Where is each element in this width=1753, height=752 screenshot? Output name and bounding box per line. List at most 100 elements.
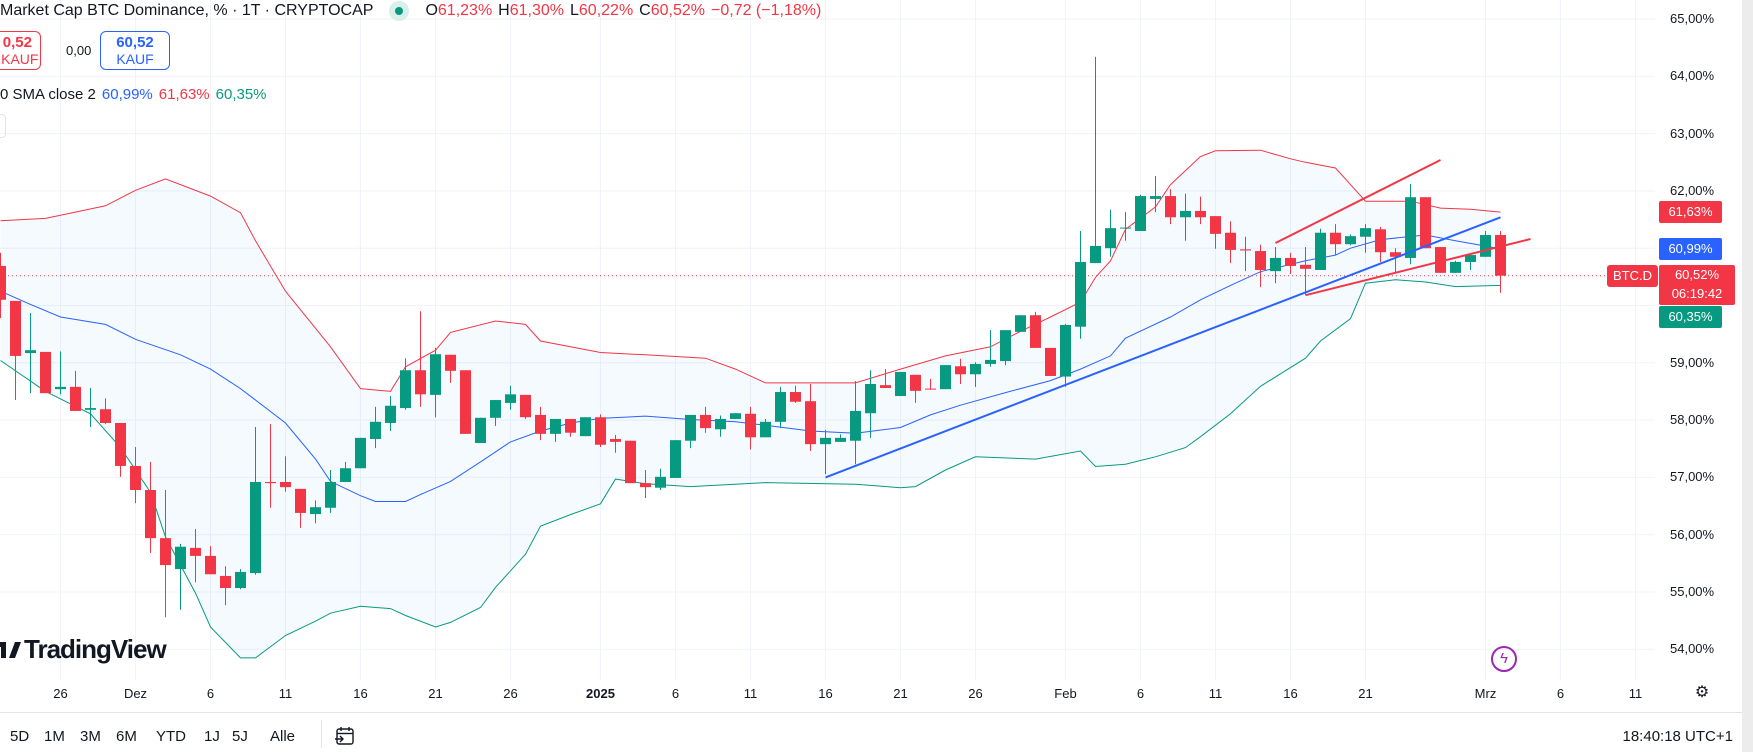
scrollbar[interactable] <box>1742 0 1753 752</box>
candle <box>580 417 591 437</box>
candle-body <box>715 418 726 430</box>
candle-body <box>1045 347 1056 376</box>
price-chart[interactable] <box>0 0 1742 712</box>
candle <box>445 354 456 383</box>
sell-button[interactable]: 0,52 RKAUF <box>0 31 41 70</box>
candle <box>805 384 816 452</box>
bollinger-basis-line <box>0 234 1501 502</box>
candle-body <box>190 547 201 556</box>
candle <box>1345 234 1356 246</box>
candle-body <box>955 366 966 375</box>
range-button-1j[interactable]: 1J <box>204 728 220 745</box>
candle-body <box>760 421 771 438</box>
candle <box>1000 330 1011 366</box>
clock-timezone[interactable]: 18:40:18 UTC+1 <box>1622 728 1734 745</box>
time-axis-label: 6 <box>671 686 680 701</box>
tradingview-logo[interactable]: TradingView <box>0 634 167 665</box>
candle-body <box>625 440 636 484</box>
candle-body <box>910 374 921 391</box>
time-axis-label: 11 <box>1208 686 1223 701</box>
time-axis-label: 11 <box>743 686 758 701</box>
indicator-legend[interactable]: 0 SMA close 2 60,99% 61,63% 60,35% <box>0 84 273 104</box>
candle <box>685 414 696 449</box>
candle-body <box>1450 261 1461 273</box>
candle-body <box>130 465 141 491</box>
legend-title-row: Market Cap BTC Dominance, % · 1T · CRYPT… <box>0 0 821 21</box>
bottom-divider <box>0 712 1742 713</box>
range-button-ytd[interactable]: YTD <box>156 728 186 745</box>
candle-body <box>265 481 276 484</box>
spread-value: 0,00 <box>66 43 92 58</box>
candle-body <box>1405 197 1416 258</box>
gear-icon[interactable]: ⚙ <box>1694 684 1710 701</box>
range-button-alle[interactable]: Alle <box>270 728 296 745</box>
candle <box>1195 196 1206 225</box>
candle-body <box>670 440 681 478</box>
candle <box>1465 253 1476 270</box>
legend-collapse-button[interactable] <box>0 114 6 138</box>
candle <box>910 374 921 403</box>
candle-body <box>1195 210 1206 218</box>
candle <box>1255 244 1266 288</box>
candle <box>1165 189 1176 225</box>
candle-body <box>970 363 981 375</box>
time-axis-label: 16 <box>818 686 833 701</box>
bar-countdown: 06:19:42 <box>1671 285 1723 301</box>
price-axis-label: 58,00% <box>1670 412 1715 428</box>
candle-body <box>1000 330 1011 362</box>
candle-body <box>1060 324 1071 377</box>
candle <box>565 418 576 437</box>
range-button-3m[interactable]: 3M <box>80 728 101 745</box>
candle <box>715 415 726 437</box>
indicator-upper-value: 61,63% <box>158 85 210 103</box>
range-button-1m[interactable]: 1M <box>44 728 65 745</box>
candle <box>280 456 291 492</box>
candle <box>790 385 801 403</box>
candle-body <box>865 384 876 414</box>
ohlc-key: L <box>570 1 579 19</box>
range-divider <box>321 720 322 748</box>
price-axis-label: 57,00% <box>1670 469 1715 485</box>
candle <box>1075 231 1086 339</box>
candle-body <box>325 481 336 508</box>
candle <box>10 300 21 401</box>
candle <box>1315 228 1326 270</box>
candle <box>700 406 711 433</box>
candle-body <box>565 418 576 433</box>
time-axis-label: 6 <box>1556 686 1565 701</box>
candle-body <box>55 386 66 390</box>
candle <box>880 369 891 389</box>
candle <box>460 370 471 434</box>
candle-body <box>250 481 261 574</box>
candle-body <box>1210 216 1221 234</box>
range-button-6m[interactable]: 6M <box>116 728 137 745</box>
buy-button[interactable]: 60,52 KAUF <box>100 31 170 70</box>
candle <box>25 312 36 394</box>
range-button-5d[interactable]: 5D <box>10 728 30 745</box>
candle-body <box>1120 227 1131 229</box>
indicator-basis-value: 60,99% <box>101 85 153 103</box>
candle-body <box>295 488 306 513</box>
candle-body <box>430 354 441 395</box>
plot-area <box>0 0 1655 680</box>
candle-body <box>25 350 36 354</box>
symbol-title[interactable]: Market Cap BTC Dominance, % · 1T · CRYPT… <box>0 1 374 19</box>
time-axis-label: 26 <box>53 686 68 701</box>
ohlc-value: 61,30% <box>509 1 564 19</box>
candle-body <box>1435 247 1446 273</box>
candle-body <box>1300 264 1311 269</box>
candle <box>115 422 126 477</box>
channel-lower-drawing <box>1305 238 1531 297</box>
ohlc-value: 61,23% <box>437 1 493 19</box>
candle <box>1090 56 1101 264</box>
lightning-icon[interactable]: ϟ <box>1491 646 1517 672</box>
candle-body <box>70 386 81 411</box>
calendar-goto-icon[interactable] <box>334 725 356 747</box>
ohlc-key: H <box>498 1 510 19</box>
candle-body <box>655 476 666 488</box>
candle <box>595 414 606 448</box>
candle-body <box>1075 261 1086 327</box>
range-button-5j[interactable]: 5J <box>232 728 248 745</box>
candle <box>85 388 96 427</box>
candle-body <box>10 300 21 356</box>
